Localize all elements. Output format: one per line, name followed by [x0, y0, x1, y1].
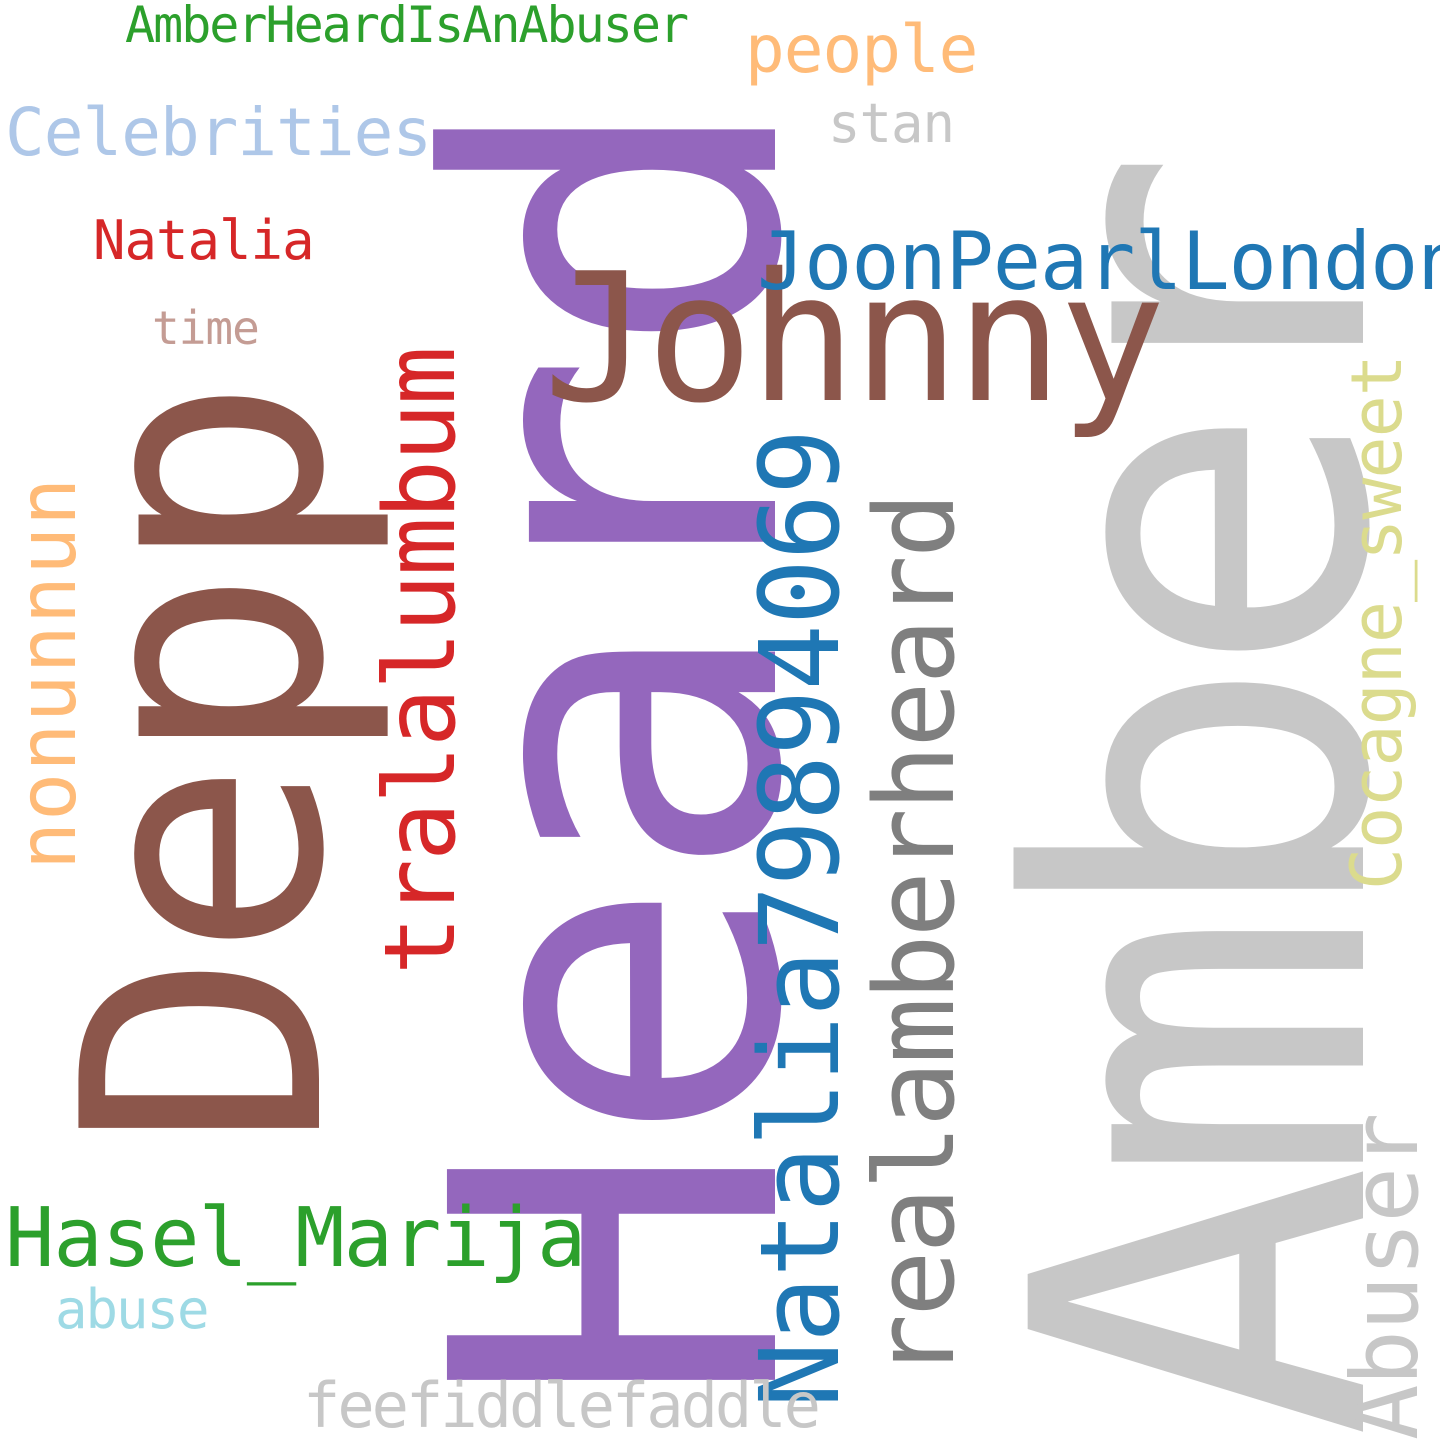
word-realamberheard: realamberheard — [851, 494, 979, 1380]
word-people: people — [745, 11, 978, 88]
word-tralalumbum: tralalumbum — [364, 347, 478, 975]
word-stan: stan — [828, 92, 955, 155]
word-natalia: Natalia — [93, 209, 315, 272]
word-natalia-id: Natalia79894069 — [736, 429, 864, 1408]
word-joonpearllondon: JoonPearlLondon — [757, 215, 1440, 308]
word-cocagne-sweet: Cocagne_sweet — [1336, 355, 1418, 890]
word-abuse: abuse — [55, 1278, 210, 1341]
word-abuser: Abuser — [1332, 1113, 1439, 1440]
word-amberheardisanabuser: AmberHeardIsAnAbuser — [125, 0, 689, 54]
word-nonunnun: nonunnun — [1, 476, 94, 870]
word-hasel-marija: Hasel_Marija — [5, 1191, 586, 1286]
word-celebrities: Celebrities — [5, 94, 432, 171]
word-feefiddlefaddle: feefiddlefaddle — [303, 1369, 821, 1440]
word-time: time — [152, 301, 260, 355]
word-johnny: Johnny — [543, 235, 1166, 442]
